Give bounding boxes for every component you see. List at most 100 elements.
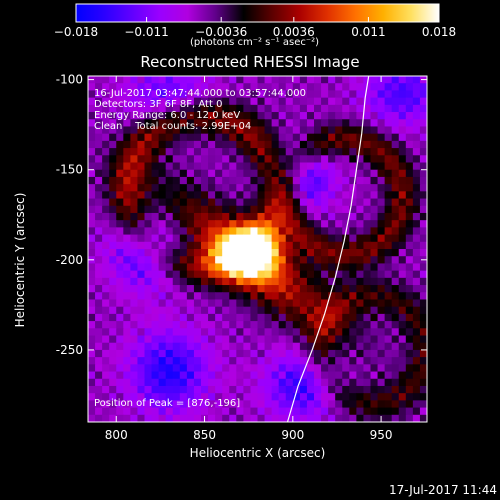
heatmap-cell: [321, 176, 329, 185]
heatmap-cell: [179, 328, 188, 337]
heatmap-cell: [123, 328, 131, 337]
heatmap-cell: [229, 169, 237, 178]
heatmap-cell: [102, 400, 110, 409]
heatmap-cell: [321, 220, 329, 228]
heatmap-cell: [229, 155, 237, 164]
heatmap-cell: [412, 97, 421, 106]
heatmap-cell: [172, 378, 181, 387]
heatmap-cell: [370, 364, 379, 373]
heatmap-cell: [243, 83, 252, 92]
heatmap-cell: [102, 90, 110, 99]
heatmap-cell: [419, 349, 427, 358]
heatmap-cell: [306, 155, 315, 164]
heatmap-cell: [158, 176, 167, 185]
heatmap-cell: [137, 104, 146, 113]
heatmap-cell: [370, 83, 379, 92]
heatmap-cell: [285, 155, 294, 164]
heatmap-cell: [137, 378, 146, 387]
heatmap-cell: [158, 349, 167, 358]
heatmap-cell: [109, 176, 117, 185]
heatmap-cell: [193, 169, 202, 178]
heatmap-cell: [229, 335, 237, 344]
heatmap-cell: [292, 299, 301, 308]
heatmap-cell: [236, 227, 244, 236]
heatmap-cell: [201, 112, 209, 120]
heatmap-cell: [306, 97, 315, 106]
heatmap-cell: [314, 176, 322, 185]
heatmap-cell: [342, 414, 350, 422]
heatmap-cell: [328, 299, 336, 308]
heatmap-cell: [257, 176, 266, 185]
heatmap-cell: [215, 306, 223, 315]
heatmap-cell: [250, 270, 259, 279]
heatmap-cell: [88, 184, 96, 192]
heatmap-cell: [384, 76, 393, 84]
heatmap-cell: [144, 263, 153, 272]
heatmap-cell: [179, 140, 188, 149]
heatmap-cell: [229, 378, 237, 387]
heatmap-cell: [264, 364, 273, 373]
heatmap-cell: [349, 90, 357, 99]
heatmap-cell: [130, 119, 139, 128]
heatmap-cell: [257, 299, 266, 308]
heatmap-cell: [215, 313, 223, 322]
heatmap-cell: [137, 133, 146, 142]
heatmap-cell: [321, 234, 329, 243]
heatmap-cell: [328, 277, 336, 286]
heatmap-cell: [271, 364, 280, 373]
heatmap-cell: [349, 328, 357, 337]
heatmap-cell: [391, 393, 400, 401]
heatmap-cell: [201, 148, 209, 156]
heatmap-cell: [137, 169, 146, 178]
heatmap-cell: [412, 299, 421, 308]
heatmap-cell: [130, 335, 139, 344]
heatmap-cell: [405, 112, 414, 120]
heatmap-cell: [243, 155, 252, 164]
heatmap-cell: [271, 328, 280, 337]
heatmap-cell: [412, 83, 421, 92]
heatmap-cell: [116, 285, 124, 293]
heatmap-cell: [172, 133, 181, 142]
heatmap-cell: [264, 162, 273, 171]
heatmap-cell: [88, 321, 96, 329]
heatmap-cell: [102, 227, 110, 236]
heatmap-cell: [208, 328, 216, 337]
heatmap-cell: [222, 220, 230, 228]
heatmap-cell: [222, 155, 230, 164]
heatmap-cell: [391, 76, 400, 84]
heatmap-cell: [278, 249, 287, 257]
heatmap-cell: [95, 126, 103, 135]
heatmap-cell: [109, 126, 117, 135]
heatmap-cell: [321, 198, 329, 207]
heatmap-cell: [123, 277, 131, 286]
heatmap-cell: [165, 277, 174, 286]
heatmap-cell: [349, 385, 357, 394]
heatmap-cell: [412, 184, 421, 192]
heatmap-cell: [412, 256, 421, 265]
heatmap-cell: [172, 176, 181, 185]
heatmap-cell: [236, 126, 244, 135]
heatmap-cell: [285, 169, 294, 178]
heatmap-cell: [201, 328, 209, 337]
heatmap-cell: [116, 162, 124, 171]
heatmap-cell: [236, 169, 244, 178]
heatmap-cell: [236, 133, 244, 142]
heatmap-cell: [123, 414, 131, 422]
heatmap-cell: [405, 270, 414, 279]
heatmap-cell: [349, 212, 357, 221]
heatmap-cell: [137, 184, 146, 192]
heatmap-cell: [137, 140, 146, 149]
heatmap-cell: [321, 270, 329, 279]
heatmap-cell: [377, 133, 386, 142]
heatmap-cell: [321, 371, 329, 380]
heatmap-cell: [222, 393, 230, 401]
heatmap-cell: [412, 292, 421, 301]
heatmap-cell: [88, 169, 96, 178]
heatmap-cell: [292, 212, 301, 221]
heatmap-cell: [158, 184, 167, 192]
heatmap-cell: [137, 292, 146, 301]
heatmap-cell: [165, 227, 174, 236]
heatmap-cell: [243, 191, 252, 200]
heatmap-cell: [384, 155, 393, 164]
heatmap-cell: [405, 263, 414, 272]
